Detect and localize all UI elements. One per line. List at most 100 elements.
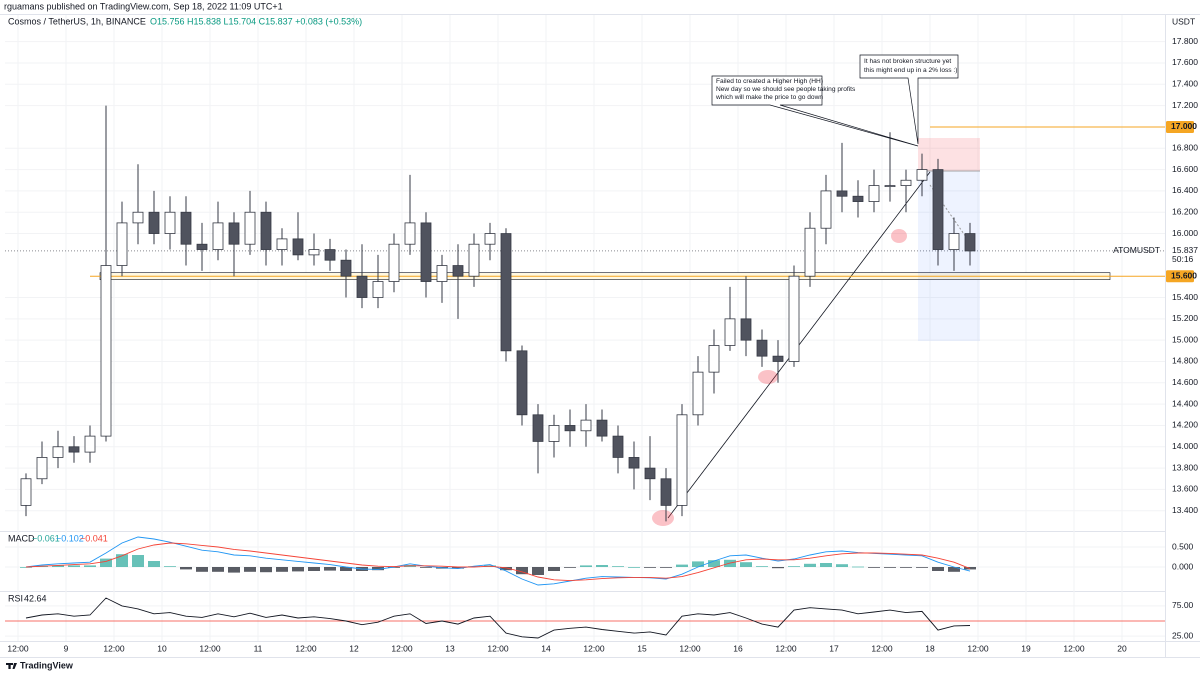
- macd-histogram-bar: [516, 567, 528, 575]
- y-tick-label: 14.400: [1172, 398, 1198, 408]
- target-zone: [918, 171, 980, 341]
- macd-histogram-bar: [276, 567, 288, 572]
- ohlc-legend: O15.756 H15.838 L15.704 C15.837 +0.083 (…: [150, 16, 362, 26]
- candle-body: [948, 233, 960, 250]
- candle-body: [932, 169, 944, 250]
- macd-title: MACD: [8, 533, 35, 543]
- y-tick-label: 17.800: [1172, 36, 1198, 46]
- candle-body: [340, 259, 352, 277]
- macd-histogram-bar: [948, 567, 960, 572]
- candle-body: [740, 318, 752, 341]
- candle-body: [260, 211, 272, 250]
- price-tag-countdown: 50:16: [1172, 254, 1194, 264]
- y-tick-label: 15.000: [1172, 334, 1198, 344]
- y-tick-label: 16.200: [1172, 206, 1198, 216]
- macd-histogram-bar: [452, 567, 464, 569]
- y-tick-label: 16.800: [1172, 143, 1198, 153]
- candle-body: [804, 227, 816, 277]
- candle-body: [756, 339, 768, 357]
- macd-histogram-bar: [692, 561, 704, 567]
- x-tick-label: 12: [349, 643, 359, 653]
- y-tick-label: 14.800: [1172, 356, 1198, 366]
- highlight: [652, 510, 674, 526]
- x-tick-label: 12:00: [679, 643, 701, 653]
- candle-body: [36, 457, 48, 480]
- x-tick-label: 12:00: [487, 643, 509, 653]
- footer-brand: TradingView: [20, 660, 74, 670]
- y-tick-label: 16.600: [1172, 164, 1198, 174]
- callout-box: [859, 54, 959, 145]
- candle-body: [676, 414, 688, 506]
- axis-title: USDT: [1172, 16, 1195, 26]
- note-line: New day so we should see people taking p…: [716, 86, 856, 93]
- y-tick-label: 17.200: [1172, 100, 1198, 110]
- candle-body: [596, 419, 608, 437]
- macd-histogram-bar: [820, 563, 832, 567]
- level-tag: [1166, 120, 1194, 133]
- x-tick-label: 12:00: [775, 643, 797, 653]
- candle-body: [196, 243, 208, 250]
- candle-body: [372, 281, 384, 298]
- indicator-line: [25, 536, 971, 586]
- candle-body: [308, 249, 320, 256]
- macd-histogram-bar: [772, 567, 784, 569]
- candle-body: [660, 478, 672, 506]
- x-tick-label: 17: [829, 643, 839, 653]
- candle-body: [836, 190, 848, 197]
- x-tick-label: 9: [64, 643, 69, 653]
- candle-body: [788, 275, 800, 362]
- macd-histogram-bar: [628, 567, 640, 568]
- macd-histogram-bar: [852, 566, 864, 568]
- x-tick-label: 10: [157, 643, 167, 653]
- candle-body: [900, 179, 912, 186]
- macd-histogram-bar: [804, 563, 816, 567]
- macd-histogram-bar: [228, 567, 240, 573]
- candle-body: [132, 211, 144, 224]
- rsi-title: RSI: [8, 593, 23, 603]
- macd-histogram-bar: [868, 567, 880, 568]
- macd-histogram-bar: [676, 564, 688, 567]
- y-tick-label: 75.00: [1172, 600, 1194, 610]
- x-tick-label: 12:00: [1063, 643, 1085, 653]
- candle-body: [324, 249, 336, 261]
- macd-value: −0.102: [56, 533, 84, 543]
- candle-body: [164, 211, 176, 234]
- grid: [5, 15, 1165, 641]
- candle-body: [292, 238, 304, 256]
- macd-histogram-bar: [20, 567, 32, 568]
- macd-value: −0.061: [32, 533, 60, 543]
- callout: Failed to created a Higher High (HH) New…: [711, 54, 959, 147]
- candle-body: [516, 350, 528, 416]
- candle-body: [452, 265, 464, 277]
- y-tick-label: 13.800: [1172, 462, 1198, 472]
- x-tick-label: 12:00: [871, 643, 893, 653]
- candle-body: [20, 478, 32, 506]
- indicator-line: [25, 542, 971, 582]
- x-tick-label: 12:00: [103, 643, 125, 653]
- macd-value: −0.041: [80, 533, 108, 543]
- macd-histogram-bar: [836, 564, 848, 567]
- macd-histogram-bar: [372, 567, 384, 571]
- y-tick-label: 0.500: [1172, 541, 1194, 551]
- macd-histogram-bar: [292, 567, 304, 572]
- candle-body: [228, 222, 240, 245]
- y-tick-label: 13.600: [1172, 484, 1198, 494]
- rsi-value: 42.64: [24, 593, 47, 603]
- macd-histogram-bar: [116, 554, 128, 567]
- candle-body: [388, 243, 400, 282]
- macd-histogram-bar: [52, 565, 64, 567]
- macd-histogram-bar: [68, 565, 80, 567]
- macd-histogram-bar: [532, 567, 544, 575]
- note-line: Failed to created a Higher High (HH): [716, 78, 823, 85]
- macd-histogram-bar: [420, 567, 432, 568]
- x-tick-label: 12:00: [391, 643, 413, 653]
- callout-box: [711, 75, 919, 147]
- macd-histogram-bar: [84, 565, 96, 567]
- macd-histogram-bar: [100, 558, 112, 567]
- candle-body: [436, 265, 448, 282]
- macd-histogram-bar: [212, 567, 224, 572]
- x-tick-label: 20: [1117, 643, 1127, 653]
- macd-histogram-bar: [548, 567, 560, 571]
- macd-histogram-bar: [132, 555, 144, 567]
